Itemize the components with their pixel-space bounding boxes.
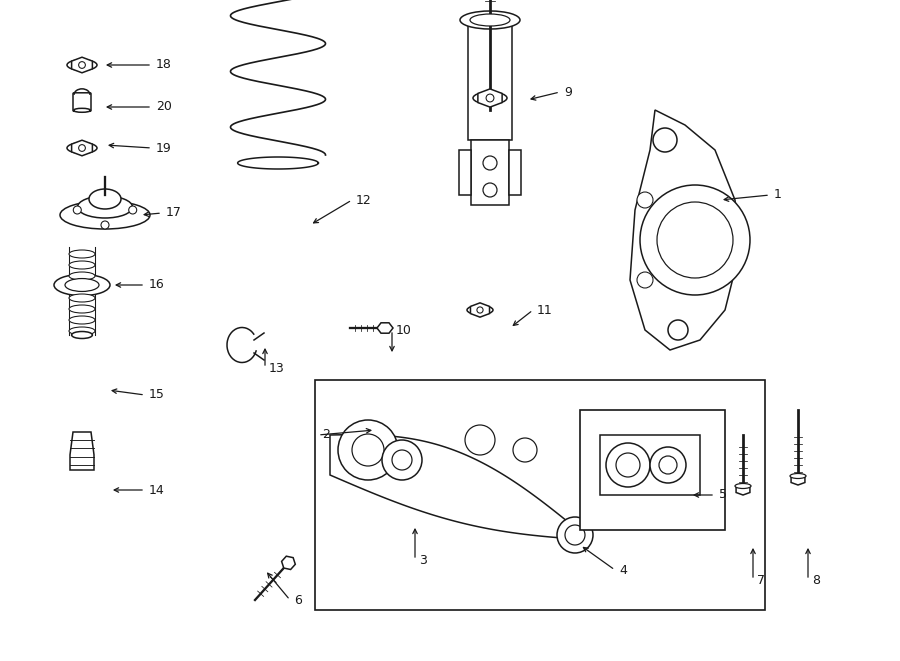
Text: 1: 1 — [774, 188, 782, 202]
Polygon shape — [791, 475, 805, 485]
Circle shape — [557, 517, 593, 553]
Text: 2: 2 — [322, 428, 330, 442]
Ellipse shape — [473, 92, 507, 104]
Text: 8: 8 — [812, 574, 820, 586]
Ellipse shape — [74, 108, 90, 112]
Text: 4: 4 — [619, 563, 627, 576]
Circle shape — [657, 202, 733, 278]
Ellipse shape — [77, 196, 132, 218]
Ellipse shape — [69, 294, 95, 302]
Ellipse shape — [69, 316, 95, 324]
Ellipse shape — [72, 332, 93, 338]
Ellipse shape — [460, 11, 520, 29]
Circle shape — [483, 156, 497, 170]
Ellipse shape — [467, 305, 493, 315]
Ellipse shape — [67, 143, 97, 153]
Circle shape — [382, 440, 422, 480]
Text: 14: 14 — [149, 483, 165, 496]
Circle shape — [73, 206, 81, 214]
Text: 6: 6 — [294, 594, 302, 607]
Circle shape — [653, 128, 677, 152]
Ellipse shape — [54, 274, 110, 295]
Ellipse shape — [69, 283, 95, 291]
Text: 16: 16 — [149, 278, 165, 292]
Polygon shape — [600, 435, 700, 495]
Ellipse shape — [60, 201, 150, 229]
Circle shape — [640, 185, 750, 295]
Polygon shape — [377, 323, 393, 333]
Text: 10: 10 — [396, 323, 412, 336]
Bar — [315, 380, 765, 610]
Polygon shape — [330, 435, 590, 540]
Circle shape — [659, 456, 677, 474]
Polygon shape — [471, 303, 490, 317]
Circle shape — [637, 192, 653, 208]
Ellipse shape — [69, 272, 95, 280]
Circle shape — [465, 425, 495, 455]
Text: 5: 5 — [719, 488, 727, 502]
Circle shape — [486, 94, 494, 102]
Polygon shape — [471, 140, 509, 205]
Circle shape — [650, 447, 686, 483]
Circle shape — [477, 307, 483, 313]
Polygon shape — [282, 556, 295, 570]
Circle shape — [668, 320, 688, 340]
FancyBboxPatch shape — [73, 93, 91, 111]
Text: 15: 15 — [149, 389, 165, 401]
Circle shape — [565, 525, 585, 545]
Circle shape — [606, 443, 650, 487]
Ellipse shape — [67, 59, 97, 70]
Circle shape — [637, 272, 653, 288]
Text: 19: 19 — [156, 141, 172, 155]
Circle shape — [483, 183, 497, 197]
Ellipse shape — [470, 14, 510, 26]
Circle shape — [101, 221, 109, 229]
Polygon shape — [736, 485, 750, 495]
Circle shape — [513, 438, 537, 462]
Bar — [580, 410, 725, 530]
Text: 12: 12 — [356, 194, 372, 206]
Text: 13: 13 — [269, 362, 284, 375]
Text: 9: 9 — [564, 85, 572, 98]
Polygon shape — [459, 150, 471, 195]
Ellipse shape — [69, 305, 95, 313]
Ellipse shape — [65, 278, 99, 292]
Polygon shape — [630, 110, 740, 350]
Circle shape — [352, 434, 384, 466]
Ellipse shape — [69, 327, 95, 335]
Text: 18: 18 — [156, 59, 172, 71]
Text: 7: 7 — [757, 574, 765, 586]
Polygon shape — [478, 89, 502, 107]
Text: 17: 17 — [166, 206, 182, 219]
Ellipse shape — [69, 261, 95, 269]
Ellipse shape — [735, 483, 751, 488]
Text: 11: 11 — [537, 303, 553, 317]
Polygon shape — [72, 140, 93, 156]
Text: 20: 20 — [156, 100, 172, 114]
Polygon shape — [72, 58, 93, 73]
Circle shape — [338, 420, 398, 480]
Polygon shape — [468, 20, 512, 140]
Polygon shape — [509, 150, 521, 195]
Text: 3: 3 — [419, 553, 427, 566]
Ellipse shape — [69, 250, 95, 258]
Circle shape — [129, 206, 137, 214]
Ellipse shape — [89, 189, 121, 209]
Polygon shape — [70, 432, 94, 470]
Ellipse shape — [790, 473, 806, 479]
Circle shape — [78, 61, 86, 68]
Circle shape — [392, 450, 412, 470]
Circle shape — [616, 453, 640, 477]
Circle shape — [78, 145, 86, 151]
